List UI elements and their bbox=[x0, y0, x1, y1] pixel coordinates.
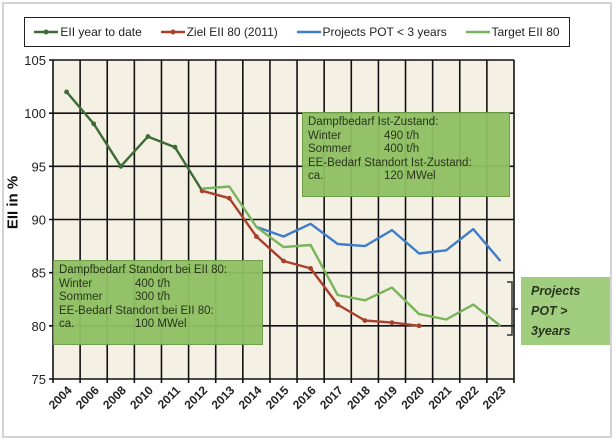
data-point bbox=[389, 320, 395, 326]
y-axis-label: EII in % bbox=[4, 175, 22, 230]
series-line bbox=[65, 91, 204, 192]
annotation-key: Winter bbox=[59, 277, 93, 290]
data-point bbox=[145, 134, 151, 139]
legend-swatch bbox=[465, 30, 490, 34]
annotation-key: Sommer bbox=[59, 291, 103, 303]
legend-item: Ziel EII 80 (2011) bbox=[160, 25, 278, 39]
x-tick-label: 2014 bbox=[236, 383, 265, 412]
series-line bbox=[255, 222, 502, 262]
x-tick-label: 2021 bbox=[426, 383, 455, 412]
x-tick-label: 2008 bbox=[100, 383, 129, 412]
annotation-value: 490 t/h bbox=[384, 129, 420, 142]
legend-swatch bbox=[34, 29, 59, 35]
legend-label: Ziel EII 80 (2011) bbox=[186, 25, 278, 39]
projects-label-line: 3years bbox=[531, 324, 571, 338]
legend: EII year to date Ziel EII 80 (2011) Projec… bbox=[24, 17, 570, 47]
x-tick-label: 2004 bbox=[46, 383, 75, 412]
series-line bbox=[202, 185, 502, 327]
bracket bbox=[507, 281, 518, 336]
data-point bbox=[64, 89, 69, 95]
annotation-key: Winter bbox=[308, 129, 342, 142]
annotation-value: 400 t/h bbox=[135, 277, 171, 290]
projects-pot-label: Projects POT > 3years bbox=[521, 277, 610, 345]
x-tick-label: 2006 bbox=[73, 383, 102, 412]
annotation-value: 100 MWel bbox=[135, 318, 187, 330]
annotation-target-state: Dampfbedarf Standort bei EII 80: Winter 4… bbox=[53, 260, 263, 345]
data-point bbox=[172, 144, 178, 150]
annotation-value: 120 MWel bbox=[384, 170, 436, 182]
y-tick-label: 90 bbox=[32, 213, 46, 228]
y-tick-label: 85 bbox=[32, 266, 46, 281]
annotation-title: Dampfbedarf Standort bei EII 80: bbox=[59, 264, 228, 276]
data-point bbox=[308, 266, 314, 271]
x-tick-label: 2023 bbox=[480, 383, 509, 412]
y-tick-label: 80 bbox=[32, 319, 46, 334]
data-point bbox=[281, 258, 286, 264]
legend-item: EII year to date bbox=[34, 25, 142, 39]
x-tick-label: 2010 bbox=[127, 383, 156, 412]
annotation-key: ca. bbox=[59, 318, 75, 330]
data-point bbox=[253, 234, 259, 239]
legend-label: EII year to date bbox=[60, 25, 142, 39]
x-tick-label: 2015 bbox=[263, 383, 292, 412]
annotation-value: 400 t/h bbox=[384, 143, 420, 155]
chart-frame: 75 80 85 90 95 100 105 2004 2006 2008 2010 2011 2012… bbox=[2, 2, 612, 438]
data-point bbox=[91, 121, 97, 127]
annotation-key: ca. bbox=[308, 170, 324, 182]
data-point bbox=[226, 195, 232, 201]
annotation-value: 300 t/h bbox=[135, 291, 171, 303]
y-tick-label: 95 bbox=[32, 159, 46, 174]
y-tick-label: 100 bbox=[24, 106, 46, 121]
legend-item: Target EII 80 bbox=[465, 25, 560, 39]
annotation-subtitle: EE-Bedarf Standort bei EII 80: bbox=[59, 304, 214, 317]
legend-label: Projects POT < 3 years bbox=[322, 25, 447, 39]
x-tick-label: 2020 bbox=[398, 383, 427, 412]
x-tick-label: 2011 bbox=[155, 383, 184, 412]
data-point bbox=[118, 163, 124, 169]
x-tick-label: 2013 bbox=[209, 383, 238, 412]
data-point bbox=[335, 302, 341, 307]
line-chart: 75 80 85 90 95 100 105 200420062008201020112012… bbox=[24, 53, 518, 412]
x-tick-label: 2022 bbox=[453, 383, 482, 412]
legend-label: Target EII 80 bbox=[491, 25, 560, 39]
data-point bbox=[416, 323, 422, 329]
y-tick-label: 105 bbox=[24, 53, 46, 68]
annotation-title: Dampfbedarf Ist-Zustand: bbox=[308, 116, 439, 128]
x-tick-label: 2012 bbox=[181, 383, 210, 412]
annotation-current-state: Dampfbedarf Ist-Zustand: Winter 490 t/h S… bbox=[302, 112, 510, 197]
x-tick-label: 2017 bbox=[317, 383, 346, 412]
legend-swatch bbox=[296, 30, 321, 34]
annotation-subtitle: EE-Bedarf Standort Ist-Zustand: bbox=[308, 156, 472, 169]
legend-item: Projects POT < 3 years bbox=[296, 25, 447, 39]
y-tick-label: 75 bbox=[32, 372, 46, 387]
projects-label-line: Projects bbox=[531, 284, 581, 298]
legend-swatch bbox=[160, 29, 185, 35]
x-tick-label: 2016 bbox=[290, 383, 319, 412]
data-point bbox=[362, 318, 368, 323]
projects-label-line: POT > bbox=[531, 304, 568, 318]
annotation-key: Sommer bbox=[308, 143, 352, 155]
x-tick-label: 2019 bbox=[371, 383, 400, 412]
x-tick-label: 2018 bbox=[344, 383, 373, 412]
